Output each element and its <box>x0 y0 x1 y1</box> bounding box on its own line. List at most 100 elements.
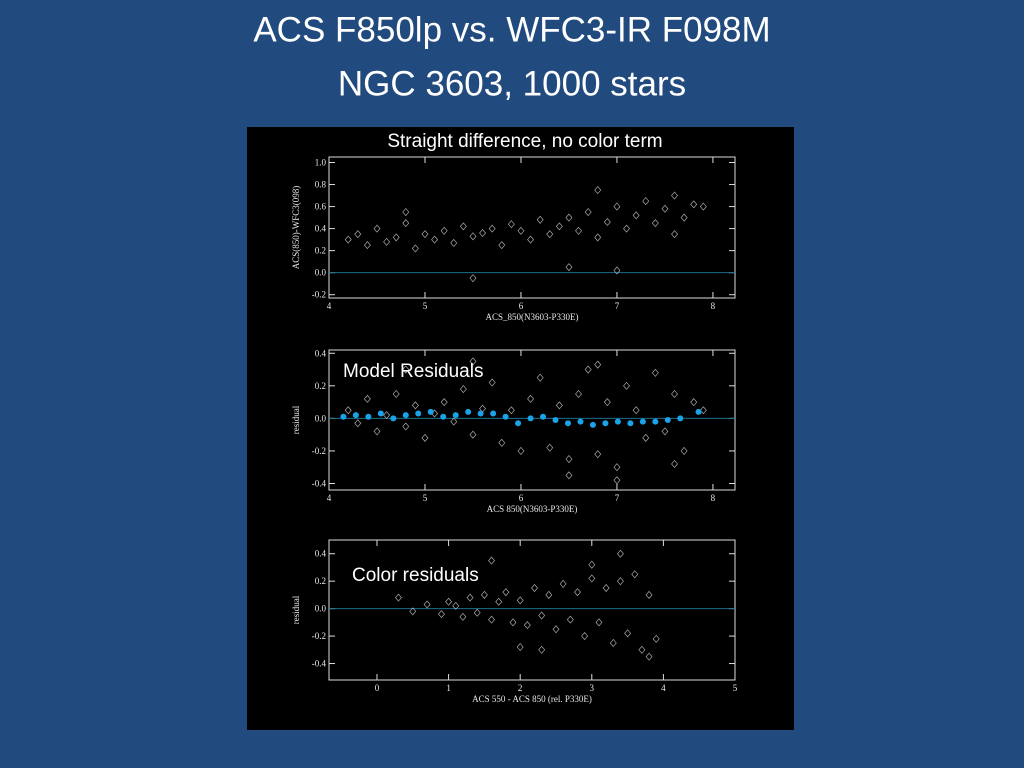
x-tick-label: 1 <box>446 683 451 693</box>
residual-mean-point <box>695 408 702 415</box>
star-point <box>581 632 589 641</box>
residual-mean-point <box>465 408 472 415</box>
y-axis-label: residual <box>291 405 301 434</box>
star-point <box>421 433 429 442</box>
star-point <box>565 213 573 222</box>
plot-frame <box>328 539 736 681</box>
y-tick-label: 0.8 <box>315 180 327 190</box>
star-point <box>480 590 488 599</box>
star-point <box>595 618 603 627</box>
star-point <box>495 597 503 606</box>
star-point <box>344 235 352 244</box>
star-point <box>699 406 707 415</box>
x-tick-label: 5 <box>423 493 428 503</box>
star-point <box>450 238 458 247</box>
residual-mean-point <box>564 420 571 427</box>
star-point <box>469 357 477 366</box>
y-tick-label: 1.0 <box>315 158 327 168</box>
star-point <box>603 398 611 407</box>
x-tick-label: 4 <box>327 493 332 503</box>
star-point <box>488 556 496 565</box>
residual-mean-point <box>627 420 634 427</box>
star-point <box>616 577 624 586</box>
chart-title: Straight difference, no color term <box>387 131 662 152</box>
residual-mean-point <box>452 412 459 419</box>
x-tick-label: 6 <box>519 493 524 503</box>
star-point <box>545 590 553 599</box>
star-point <box>645 652 653 661</box>
star-point <box>609 638 617 647</box>
star-point <box>450 417 458 426</box>
star-point <box>373 224 381 233</box>
star-point <box>623 381 631 390</box>
star-point <box>431 235 439 244</box>
star-point <box>440 398 448 407</box>
star-point <box>699 202 707 211</box>
y-tick-label: -0.4 <box>312 478 327 488</box>
x-tick-label: 5 <box>733 683 738 693</box>
residual-mean-point <box>602 420 609 427</box>
star-point <box>671 459 678 468</box>
residual-mean-point <box>552 417 559 423</box>
residual-mean-point <box>664 417 671 423</box>
star-point <box>594 186 602 195</box>
residual-mean-point <box>390 415 397 422</box>
residual-mean-point <box>365 413 372 420</box>
star-point <box>459 612 467 621</box>
star-point <box>642 197 650 206</box>
slide-title: NGC 3603, 1000 stars <box>338 64 686 103</box>
star-point <box>566 615 574 624</box>
x-tick-label: 5 <box>423 301 428 311</box>
star-point <box>671 389 678 398</box>
star-point <box>402 365 410 374</box>
x-tick-label: 8 <box>711 493 716 503</box>
star-point <box>531 584 538 593</box>
x-tick-label: 4 <box>661 683 666 693</box>
star-point <box>546 230 554 239</box>
y-tick-label: 0.4 <box>315 224 327 234</box>
star-point <box>440 226 448 235</box>
residual-mean-point <box>440 413 447 420</box>
x-tick-label: 7 <box>615 301 620 311</box>
y-axis-label: residual <box>291 595 301 624</box>
star-point <box>383 411 391 420</box>
star-point <box>613 463 621 472</box>
y-axis-label: ACS(850)-WFC3(098) <box>291 186 301 270</box>
star-point <box>645 590 653 599</box>
residual-mean-point <box>427 408 434 415</box>
residual-mean-point <box>490 410 497 417</box>
star-point <box>613 266 621 275</box>
star-point <box>594 450 602 459</box>
star-point <box>642 433 650 442</box>
star-point <box>502 588 510 597</box>
star-point <box>469 274 477 283</box>
residual-mean-point <box>614 418 621 425</box>
star-point <box>516 596 524 605</box>
star-point <box>469 232 477 241</box>
star-point <box>509 618 517 627</box>
x-tick-label: 6 <box>519 301 524 311</box>
star-point <box>488 378 496 387</box>
star-point <box>507 220 515 229</box>
star-point <box>594 233 602 242</box>
star-point <box>651 368 659 377</box>
star-point <box>488 224 496 233</box>
residual-mean-point <box>402 412 409 419</box>
star-point <box>661 204 669 213</box>
star-point <box>555 401 563 410</box>
star-point <box>680 446 688 455</box>
star-point <box>632 406 640 415</box>
residual-mean-point <box>515 420 522 427</box>
y-tick-label: 0.4 <box>315 549 327 559</box>
star-point <box>344 406 352 415</box>
star-point <box>565 455 573 464</box>
star-point <box>690 200 698 209</box>
star-point <box>631 570 639 579</box>
star-point <box>517 226 525 235</box>
star-point <box>624 629 632 638</box>
star-point <box>473 608 481 617</box>
star-point <box>363 241 371 250</box>
star-point <box>402 219 410 228</box>
star-point <box>516 643 524 652</box>
